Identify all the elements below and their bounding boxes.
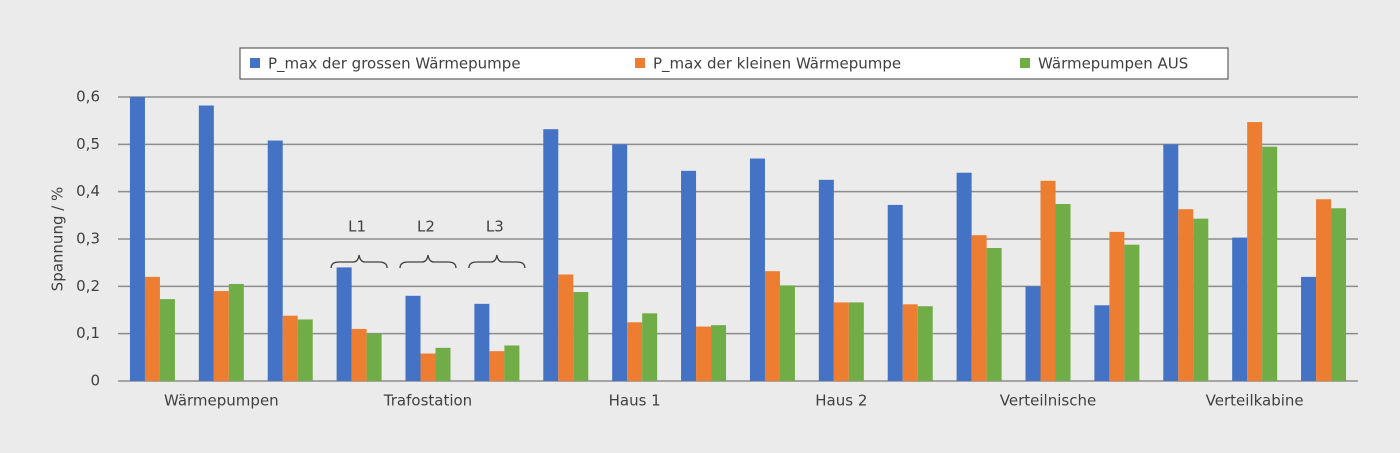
bar bbox=[1109, 231, 1125, 381]
bar bbox=[627, 322, 643, 381]
bar bbox=[681, 170, 697, 381]
bar bbox=[711, 325, 727, 381]
bar bbox=[749, 158, 765, 381]
bar bbox=[986, 247, 1002, 381]
legend-label: P_max der grossen Wärmepumpe bbox=[268, 55, 521, 74]
bar bbox=[971, 235, 987, 381]
legend-swatch bbox=[250, 58, 260, 68]
bar bbox=[1124, 244, 1140, 381]
bar bbox=[887, 204, 903, 381]
bar bbox=[474, 303, 490, 381]
legend-swatch bbox=[1020, 58, 1030, 68]
bar bbox=[198, 105, 214, 382]
bar bbox=[1055, 203, 1071, 381]
bar bbox=[435, 347, 451, 381]
y-tick-label: 0,3 bbox=[76, 230, 100, 248]
bar bbox=[405, 295, 421, 381]
bar bbox=[1040, 180, 1056, 381]
bar bbox=[917, 306, 933, 381]
x-tick-label: Haus 1 bbox=[609, 392, 661, 410]
bar bbox=[282, 315, 298, 381]
x-tick-label: Verteilkabine bbox=[1206, 392, 1304, 410]
bar bbox=[543, 129, 559, 381]
y-tick-label: 0,5 bbox=[76, 135, 100, 153]
bar bbox=[1262, 146, 1278, 381]
bar bbox=[228, 283, 244, 381]
annotation: L2 bbox=[417, 218, 435, 236]
bar bbox=[1331, 208, 1347, 381]
bar bbox=[1301, 276, 1317, 381]
bar bbox=[1025, 286, 1041, 381]
bar bbox=[267, 140, 283, 381]
legend-box bbox=[239, 47, 1229, 80]
bar bbox=[1232, 237, 1248, 381]
y-tick-label: 0,2 bbox=[76, 277, 100, 295]
legend-label: Wärmepumpen AUS bbox=[1038, 55, 1188, 73]
y-tick-label: 0,6 bbox=[76, 88, 100, 106]
bar bbox=[1193, 218, 1209, 381]
bar bbox=[366, 333, 382, 381]
annotation: L1 bbox=[348, 218, 366, 236]
bar bbox=[489, 351, 505, 381]
bar bbox=[144, 276, 160, 381]
bar bbox=[1178, 209, 1194, 381]
bar bbox=[818, 179, 834, 381]
bar bbox=[1094, 305, 1110, 381]
bar bbox=[902, 304, 918, 381]
y-tick-label: 0,1 bbox=[76, 324, 100, 342]
annotation-brace bbox=[330, 254, 388, 269]
bar bbox=[696, 326, 712, 381]
annotation-brace bbox=[468, 254, 526, 269]
legend-label: P_max der kleinen Wärmepumpe bbox=[653, 55, 901, 74]
annotation: L3 bbox=[486, 218, 504, 236]
y-tick-label: 0,4 bbox=[76, 182, 100, 200]
bar bbox=[848, 302, 864, 381]
bar bbox=[779, 285, 795, 381]
bar bbox=[504, 345, 520, 381]
bar bbox=[213, 291, 229, 381]
x-tick-label: Trafostation bbox=[383, 392, 472, 410]
bar bbox=[159, 299, 175, 381]
bar bbox=[612, 144, 628, 381]
bar bbox=[351, 328, 367, 381]
bar bbox=[642, 313, 658, 381]
x-tick-label: Verteilnische bbox=[1000, 392, 1096, 410]
x-tick-label: Haus 2 bbox=[815, 392, 867, 410]
bar bbox=[129, 97, 145, 381]
annotation-brace bbox=[399, 254, 457, 269]
bar bbox=[558, 274, 574, 381]
bar bbox=[956, 172, 972, 381]
bar bbox=[297, 319, 313, 381]
bar bbox=[1163, 144, 1179, 381]
bar bbox=[420, 353, 436, 381]
y-axis-label: Spannung / % bbox=[49, 187, 67, 292]
bar bbox=[1316, 199, 1332, 381]
bar bbox=[764, 271, 780, 381]
bar bbox=[573, 292, 589, 381]
legend-swatch bbox=[635, 58, 645, 68]
bar bbox=[833, 302, 849, 381]
x-tick-label: Wärmepumpen bbox=[164, 392, 279, 410]
bar bbox=[1247, 122, 1263, 381]
y-tick-label: 0 bbox=[90, 372, 100, 390]
bar bbox=[336, 267, 352, 381]
